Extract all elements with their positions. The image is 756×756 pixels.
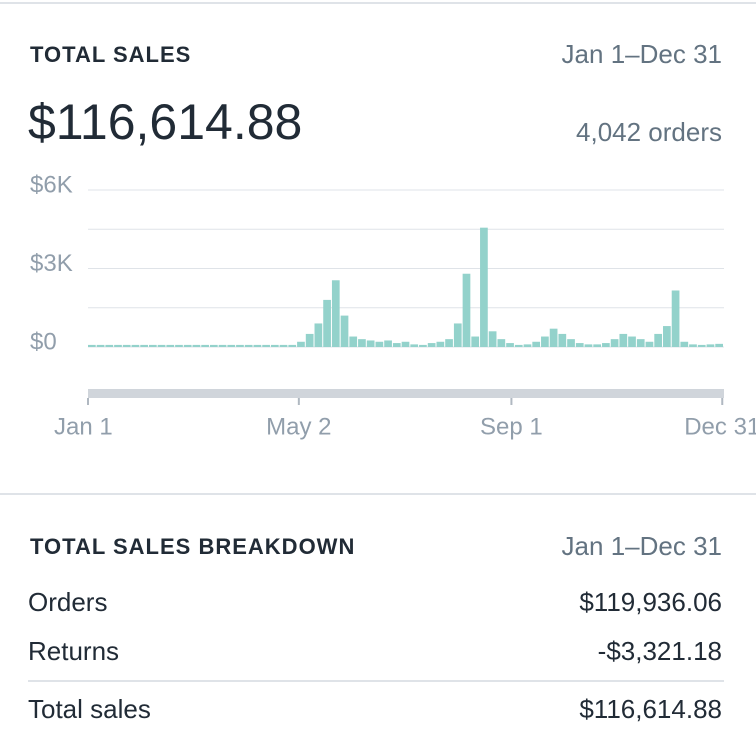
bar	[419, 344, 427, 347]
bar	[105, 344, 114, 347]
bar	[331, 280, 340, 347]
bar	[131, 344, 140, 347]
x-tick-label: Jan 1	[54, 413, 113, 440]
bar	[140, 344, 148, 347]
row-value: $116,614.88	[579, 694, 722, 724]
bar	[366, 340, 375, 347]
bar	[305, 333, 314, 347]
x-tick-label: Sep 1	[480, 413, 543, 440]
y-tick-label: $0	[30, 328, 57, 355]
bar	[201, 344, 209, 347]
bar	[628, 336, 636, 347]
section-title: TOTAL SALES	[30, 42, 191, 67]
bar	[183, 344, 192, 347]
row-label: Orders	[28, 587, 107, 617]
bar	[619, 333, 628, 347]
bar	[488, 331, 497, 347]
bar	[610, 339, 619, 347]
breakdown-title: TOTAL SALES BREAKDOWN	[30, 534, 355, 559]
bar	[558, 333, 567, 347]
bar	[375, 341, 384, 347]
bar	[314, 323, 323, 347]
bar	[297, 341, 305, 347]
bar	[689, 344, 697, 347]
bar	[471, 336, 480, 347]
bar	[192, 344, 201, 347]
bar	[244, 344, 253, 347]
bar	[88, 344, 96, 347]
bar	[209, 344, 218, 347]
bar	[532, 341, 541, 347]
bar	[96, 344, 105, 347]
bar	[166, 344, 175, 347]
row-label: Returns	[28, 636, 119, 666]
bar	[462, 273, 471, 347]
bar	[663, 326, 671, 347]
total-sales: $116,614.88	[28, 94, 302, 150]
bar	[401, 341, 410, 347]
row-value: $119,936.06	[579, 587, 722, 617]
bar	[175, 344, 183, 347]
bar	[645, 341, 654, 347]
bar	[636, 339, 645, 347]
bar	[453, 323, 462, 347]
bar	[593, 344, 602, 347]
y-tick-label: $6K	[30, 171, 73, 198]
bar	[567, 339, 575, 347]
bar	[602, 343, 610, 347]
bar	[575, 343, 584, 347]
bar	[549, 328, 558, 347]
x-tick-label: Dec 31	[684, 413, 756, 440]
bar	[270, 344, 279, 347]
bar	[427, 343, 436, 347]
bar	[671, 290, 680, 347]
bar	[480, 227, 488, 347]
bar	[445, 339, 453, 347]
row-label: Total sales	[28, 694, 151, 724]
bar	[497, 339, 506, 347]
y-tick-label: $3K	[30, 250, 73, 277]
bar	[358, 339, 366, 347]
bar	[654, 333, 663, 347]
bar	[680, 341, 689, 347]
bar	[323, 299, 331, 347]
scrollbar[interactable]	[88, 389, 724, 398]
bar	[253, 344, 262, 347]
bar	[384, 340, 392, 347]
bar	[227, 344, 236, 347]
bar	[279, 344, 288, 347]
bar	[584, 344, 593, 347]
bar	[410, 344, 419, 347]
bar	[436, 341, 445, 347]
order-count: 4,042 orders	[576, 117, 722, 147]
breakdown-date-range: Jan 1–Dec 31	[562, 531, 722, 561]
bar	[706, 344, 715, 347]
bar	[514, 344, 523, 347]
bar	[340, 315, 349, 347]
bar	[288, 344, 297, 347]
bar	[218, 344, 227, 347]
bar	[715, 343, 723, 347]
bar	[157, 344, 166, 347]
bar	[114, 344, 122, 347]
bar	[349, 336, 358, 347]
x-tick-label: May 2	[266, 413, 331, 440]
bar	[122, 344, 131, 347]
chart: $0 $3K $6K Jan 1 May 2 Sep 1 Dec 31	[30, 171, 756, 440]
bar	[236, 344, 244, 347]
bar	[541, 336, 549, 347]
bar	[148, 344, 157, 347]
bar	[392, 343, 401, 347]
bar	[506, 343, 514, 347]
breakdown-rows: Orders $119,936.06 Returns -$3,321.18 Total …	[28, 587, 724, 724]
bar	[262, 344, 270, 347]
bar	[523, 344, 532, 347]
date-range: Jan 1–Dec 31	[562, 39, 722, 69]
bar	[697, 344, 706, 347]
row-value: -$3,321.18	[598, 636, 722, 666]
